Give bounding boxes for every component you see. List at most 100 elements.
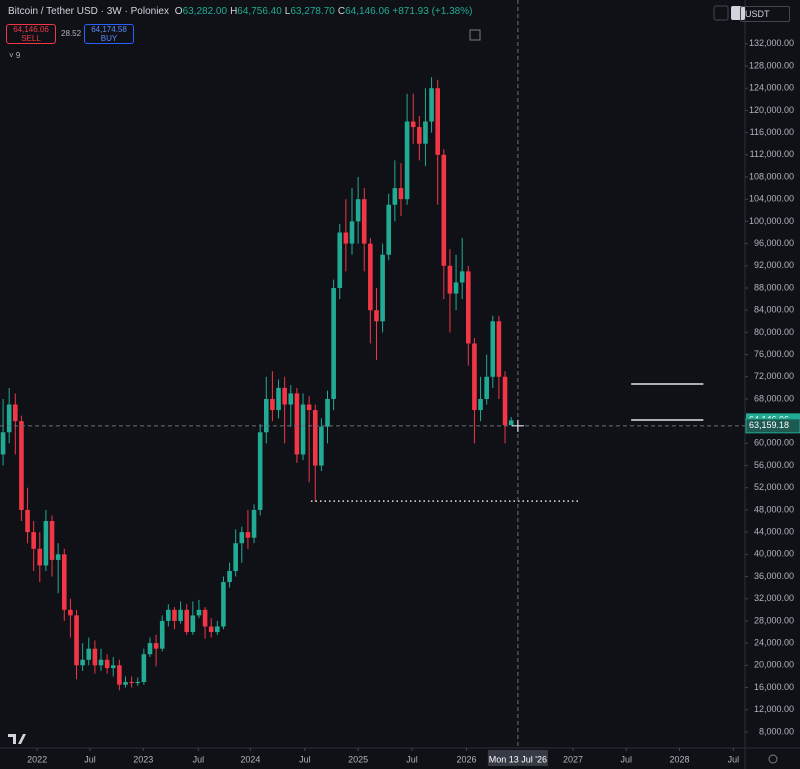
y-tick-label: 32,000.00 [754, 593, 794, 603]
y-tick-label: 88,000.00 [754, 282, 794, 292]
y-tick-label: 48,000.00 [754, 504, 794, 514]
candle-body [202, 609, 208, 627]
candle-body [135, 681, 141, 684]
candle-body [423, 121, 428, 144]
candle-body [490, 321, 496, 377]
candle-body [74, 615, 79, 666]
x-tick-label: Jul [193, 754, 205, 764]
candle-body [233, 543, 238, 571]
buy-button[interactable]: 64,174.58 BUY [84, 24, 134, 44]
layout-icon[interactable] [469, 29, 481, 41]
candle-body [337, 232, 343, 288]
candle-body [0, 432, 6, 455]
ohlc-key: O [174, 6, 183, 17]
candle-body [508, 420, 514, 426]
y-tick-label: 68,000.00 [754, 393, 794, 403]
candle-body [98, 659, 104, 666]
candle-body [196, 609, 202, 616]
candle-body [300, 404, 306, 455]
y-tick-label: 24,000.00 [754, 637, 794, 647]
candle-body [178, 609, 183, 621]
ohlc-value: 63,278.70 [290, 6, 335, 17]
candle-body [276, 387, 281, 411]
x-tick-label: 2022 [27, 754, 47, 764]
candle-body [312, 410, 318, 466]
y-tick-label: 132,000.00 [749, 38, 794, 48]
y-tick-label: 12,000.00 [754, 704, 794, 714]
ohlc: O63,282.00 H64,756.40 L63,278.70 C64,146.06 [172, 6, 390, 17]
candle-body [331, 287, 336, 399]
y-tick-label: 116,000.00 [750, 127, 794, 137]
currency-select[interactable]: USDT [740, 6, 790, 22]
y-tick-label: 96,000.00 [754, 238, 794, 248]
candle-body [184, 609, 190, 633]
y-tick-label: 16,000.00 [754, 682, 794, 692]
candle-body [49, 521, 55, 560]
candle-body [117, 665, 122, 685]
candle-body [343, 232, 349, 244]
y-tick-label: 60,000.00 [754, 438, 794, 448]
ohlc-value: 64,146.06 [345, 6, 390, 17]
scroll-button[interactable] [713, 5, 729, 21]
y-tick-label: 112,000.00 [750, 149, 794, 159]
candle-body [245, 532, 251, 538]
x-tick-label: Jul [406, 754, 418, 764]
candle-body [502, 376, 508, 426]
candle-body [13, 404, 18, 422]
x-tick-label: Jul [620, 754, 632, 764]
candle-body [429, 88, 434, 122]
candle-body [239, 532, 245, 544]
candle-body [251, 509, 257, 538]
candle-body [257, 432, 263, 510]
symbol: Bitcoin / Tether USD · 3W · Poloniex [8, 6, 169, 17]
candle-body [392, 188, 398, 205]
candle-body [31, 532, 36, 549]
candle-body [19, 421, 24, 510]
candle-body [86, 648, 92, 660]
ohlc-key: L [284, 6, 291, 17]
candle-body [355, 199, 361, 222]
ohlc-key: C [337, 6, 346, 17]
candle-body [282, 387, 287, 405]
candle-body [104, 659, 110, 669]
candle-body [227, 570, 232, 583]
change: +871.93 (+1.38%) [392, 6, 473, 17]
candle-body [141, 654, 147, 682]
crosshair-price-label: 63,159.18 [749, 420, 789, 430]
candle-body [123, 681, 128, 685]
x-tick-label: Jul [728, 754, 740, 764]
y-tick-label: 36,000.00 [754, 571, 794, 581]
candle-body [80, 659, 85, 666]
candle-body [221, 582, 226, 627]
candle-body [288, 393, 294, 405]
candle-body [153, 643, 159, 649]
x-tick-label: 2024 [240, 754, 260, 764]
y-tick-label: 104,000.00 [749, 194, 794, 204]
candle-body [459, 271, 465, 283]
candle-body [319, 426, 324, 466]
sell-button[interactable]: 64,146.06 SELL [6, 24, 56, 44]
candle-body [417, 127, 422, 144]
candle-body [43, 521, 49, 566]
crosshair-price-box [745, 418, 800, 434]
crosshair-cursor [511, 419, 524, 432]
settings-icon[interactable] [768, 754, 778, 764]
candle-body [478, 398, 483, 411]
y-tick-label: 120,000.00 [749, 105, 794, 115]
candle-body [361, 199, 367, 244]
candle-body [306, 404, 312, 411]
candle-body [484, 376, 489, 399]
spread: 28.52 [61, 29, 82, 38]
indicators-toggle[interactable]: ˅ 9 [9, 51, 21, 60]
y-tick-label: 92,000.00 [754, 260, 794, 270]
candle-body [410, 121, 416, 128]
ohlc-value: 64,756.40 [237, 6, 282, 17]
snapshot-button[interactable] [731, 6, 745, 20]
y-tick-label: 44,000.00 [754, 527, 794, 537]
candle-body [294, 393, 300, 455]
candle-body [374, 310, 379, 322]
candle-body [172, 609, 177, 621]
x-tick-label: 2023 [133, 754, 153, 764]
y-tick-label: 76,000.00 [754, 349, 794, 359]
